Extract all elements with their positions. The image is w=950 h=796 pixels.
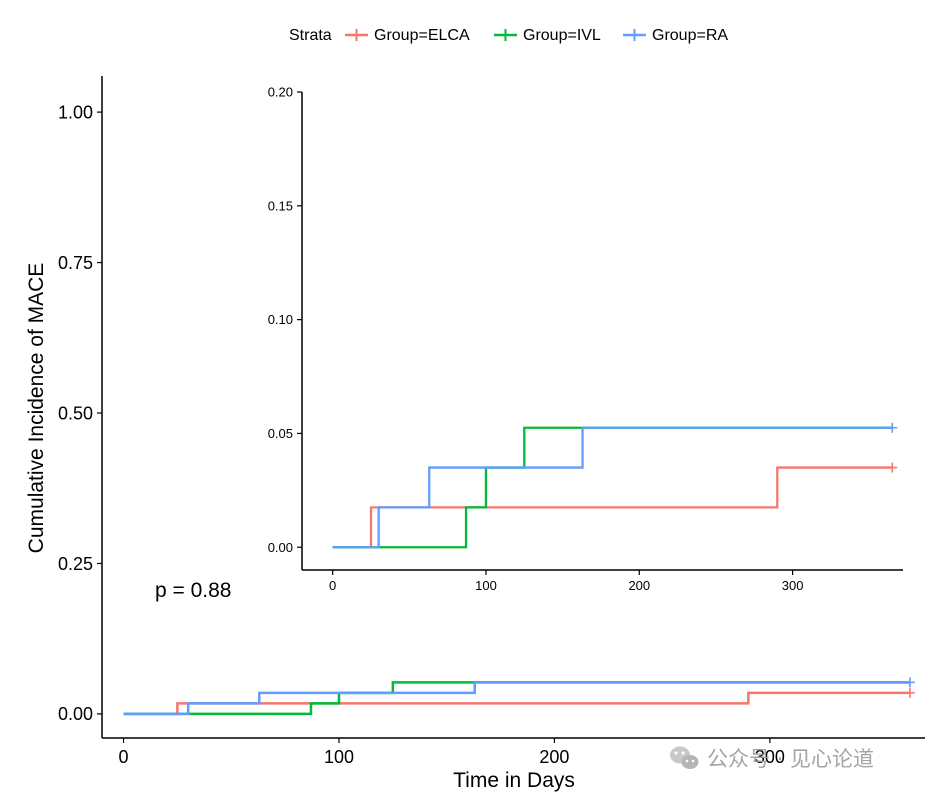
legend-label-elca: Group=ELCA (374, 27, 470, 44)
main-x-tick-label: 0 (119, 747, 129, 767)
inset-censor-mark-ra (887, 422, 898, 433)
watermark: 公众号 · 见心论道 (670, 746, 874, 771)
inset-x-ticks: 0 100 200 300 (329, 570, 803, 593)
inset-series (332, 422, 898, 549)
x-axis-label: Time in Days (453, 769, 575, 792)
legend: Strata Group=ELCA Group=IVL Group=RA (289, 27, 728, 44)
wechat-icon (670, 746, 699, 769)
main-series-line-ra (123, 681, 910, 716)
inset-plot: 0.00 0.05 0.10 0.15 0.20 0 100 200 300 (268, 85, 914, 593)
main-y-tick-label: 0.00 (58, 704, 93, 724)
main-series-line-ivl (123, 681, 910, 716)
inset-series-line-ivl (332, 426, 893, 549)
legend-item-ra: Group=RA (623, 27, 728, 44)
main-x-tick-label: 200 (539, 747, 569, 767)
inset-y-tick-label: 0.15 (268, 198, 293, 213)
inset-y-tick-label: 0.00 (268, 540, 293, 555)
y-axis-label: Cumulative Incidence of MACE (25, 263, 48, 554)
main-y-ticks: 0.00 0.25 0.50 0.75 1.00 (58, 102, 102, 724)
inset-x-tick-label: 100 (475, 578, 497, 593)
main-y-tick-label: 1.00 (58, 102, 93, 122)
main-x-tick-label: 300 (755, 747, 785, 767)
inset-censor-mark-elca (887, 462, 898, 473)
main-censor-mark-elca (904, 687, 915, 698)
legend-label-ivl: Group=IVL (523, 27, 601, 44)
legend-item-elca: Group=ELCA (345, 27, 470, 44)
legend-label-ra: Group=RA (652, 27, 728, 44)
legend-title: Strata (289, 27, 332, 44)
main-x-ticks: 0 100 200 300 (119, 738, 785, 767)
inset-series-line-ra (332, 426, 893, 549)
inset-y-ticks: 0.00 0.05 0.10 0.15 0.20 (268, 85, 302, 555)
main-x-tick-label: 100 (324, 747, 354, 767)
main-censor-mark-ra (904, 677, 915, 688)
inset-x-tick-label: 0 (329, 578, 336, 593)
main-plot: 0.00 0.25 0.50 0.75 1.00 0 100 200 300 Cumulati… (25, 76, 925, 792)
inset-y-tick-label: 0.20 (268, 85, 293, 100)
main-y-tick-label: 0.25 (58, 554, 93, 574)
inset-background (302, 92, 914, 570)
inset-y-tick-label: 0.05 (268, 426, 293, 441)
main-series (123, 677, 915, 716)
watermark-text: 公众号 · 见心论道 (707, 747, 874, 771)
inset-x-tick-label: 200 (628, 578, 650, 593)
inset-y-tick-label: 0.10 (268, 312, 293, 327)
inset-x-tick-label: 300 (782, 578, 804, 593)
legend-item-ivl: Group=IVL (494, 27, 601, 44)
p-value-label: p = 0.88 (155, 579, 231, 602)
main-y-tick-label: 0.50 (58, 403, 93, 423)
main-y-tick-label: 0.75 (58, 253, 93, 273)
